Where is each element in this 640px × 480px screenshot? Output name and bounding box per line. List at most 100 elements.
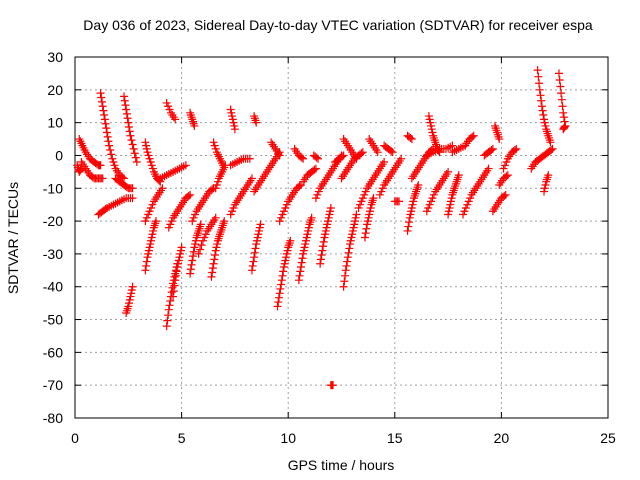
data-point [102,128,111,137]
data-point [207,272,216,281]
data-point [123,304,132,313]
data-point [340,277,349,286]
data-point [557,89,566,98]
data-point [208,185,217,194]
data-point [546,138,555,147]
data-point [539,110,548,119]
data-point [279,207,288,216]
data-point [296,267,305,276]
data-point [493,128,502,137]
data-point [125,295,134,304]
data-point [323,220,332,229]
data-point [303,230,312,239]
data-point [545,136,554,145]
data-point [492,126,501,135]
data-point [163,316,172,325]
data-point [142,261,151,270]
data-point [277,276,286,285]
data-point [217,225,226,234]
data-point [494,132,503,141]
data-point [352,210,361,219]
data-point [317,251,326,260]
y-tick-label: -10 [43,180,63,196]
data-point [454,171,463,180]
data-point [189,213,198,222]
data-point [547,145,556,154]
data-point [447,194,456,203]
data-point [339,282,348,291]
data-point [196,222,205,231]
y-axis-tick-labels: -80 -70 -60 -50 -40 -30 -20 -10 0 10 20 30 [43,49,63,426]
data-point [188,252,197,261]
data-point [120,96,129,105]
data-point [173,263,182,272]
data-point [537,102,546,111]
data-point [429,133,438,142]
data-point [500,191,509,200]
data-point [186,269,195,278]
data-point [162,98,171,107]
data-point [449,188,458,197]
data-point [250,253,259,262]
data-point [97,93,106,102]
data-point [346,236,355,245]
data-point [403,226,412,235]
data-point [165,301,174,310]
data-point [150,221,159,230]
data-point [542,175,551,184]
data-point [491,124,500,133]
data-point [361,229,370,238]
data-point [122,105,131,114]
data-point [174,256,183,265]
data-point [341,271,350,280]
data-point [98,97,107,106]
data-point [378,184,387,193]
x-tick-label: 10 [280,430,296,446]
data-point [144,210,153,219]
data-point [189,247,198,256]
data-point [328,381,337,390]
data-point [304,226,313,235]
data-point [558,102,567,111]
y-tick-label: 30 [47,49,63,65]
data-point [211,246,220,255]
data-point [365,210,374,219]
data-point [545,133,554,142]
data-point [196,245,205,254]
data-point [211,213,220,222]
data-point [129,144,138,153]
data-point [142,141,151,150]
data-point [148,230,157,239]
data-point [274,293,283,302]
data-point [130,149,139,158]
data-point [146,158,155,167]
data-point [345,244,354,253]
data-point [493,130,502,139]
data-point [387,147,396,156]
data-point [311,164,320,173]
data-point [395,197,404,206]
data-point [299,154,308,163]
data-point [218,221,227,230]
data-point [127,136,136,145]
data-point [427,197,436,206]
data-point [341,266,350,275]
data-point [164,102,173,111]
data-point [166,220,175,229]
data-point [176,246,185,255]
axis-ticks [74,56,609,419]
data-point [425,200,434,209]
data-point [166,296,175,305]
data-point [200,233,209,242]
data-point [355,200,364,209]
data-point [251,116,260,125]
data-point [301,240,310,249]
data-point [283,246,292,255]
data-point [100,110,109,119]
data-point [186,108,195,117]
data-point [145,243,154,252]
data-point [110,161,119,170]
data-point [126,131,135,140]
data-point [184,191,193,200]
data-point [98,174,107,183]
